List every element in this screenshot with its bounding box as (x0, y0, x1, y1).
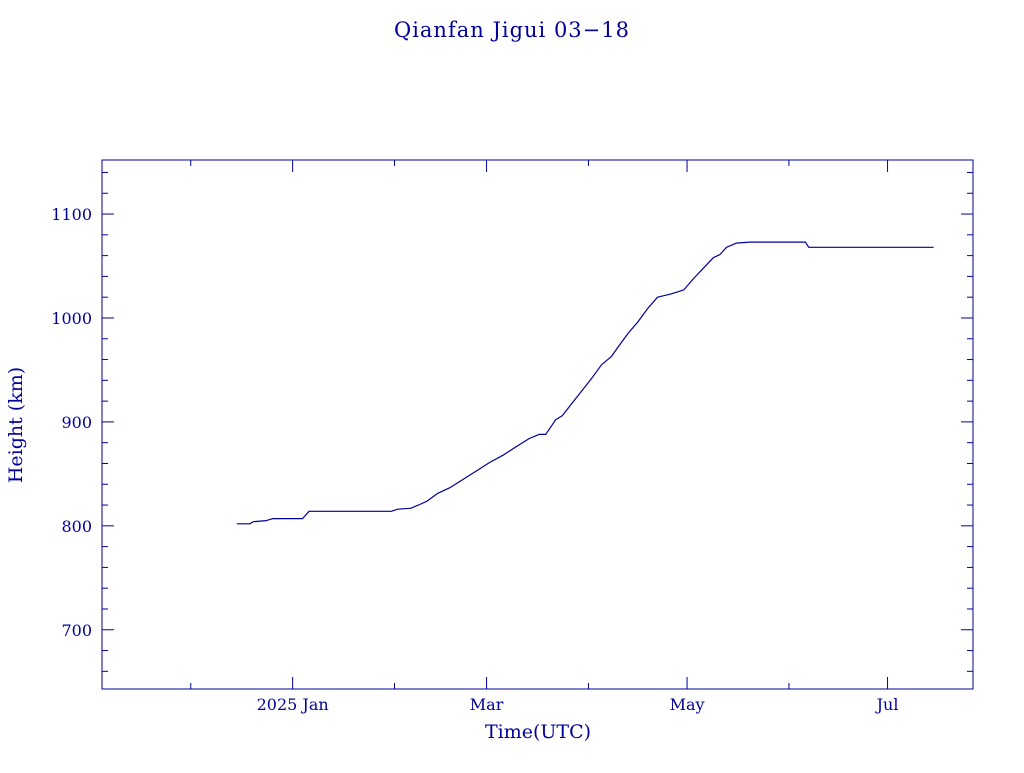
series-layer (236, 241, 934, 525)
y-tick-label: 1100 (51, 205, 92, 224)
y-tick-label: 1000 (51, 309, 92, 328)
x-tick-label: 2025 Jan (257, 695, 329, 714)
tick-labels-layer: 700 800 900 1000 1100 2025 Jan Mar May Jul (51, 205, 898, 714)
x-tick-label: Mar (470, 695, 504, 714)
x-tick-label: May (670, 695, 705, 714)
ticks-layer (102, 160, 973, 689)
y-tick-label: 900 (61, 413, 92, 432)
x-axis-title: Time(UTC) (485, 721, 591, 743)
height-series-line (236, 241, 934, 525)
chart-title: Qianfan Jigui 03−18 (394, 18, 630, 42)
y-tick-label: 700 (61, 621, 92, 640)
y-tick-label: 800 (61, 517, 92, 536)
x-tick-label: Jul (875, 695, 899, 714)
plot-frame (101, 159, 974, 690)
y-axis-title: Height (km) (5, 367, 27, 483)
